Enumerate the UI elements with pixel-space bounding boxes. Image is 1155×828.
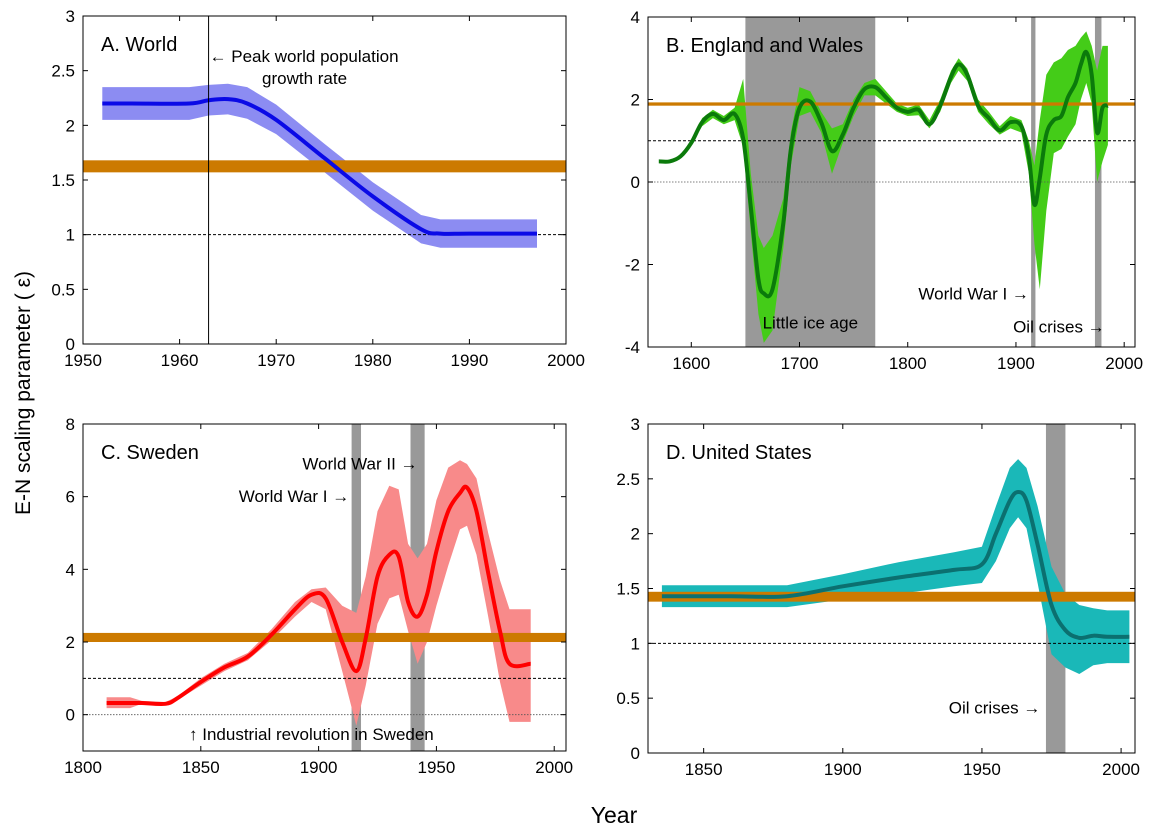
panel-c-annotation-2: ↑ Industrial revolution in Sweden	[189, 725, 434, 744]
panel-c-ytick-label-4: 8	[66, 415, 75, 434]
figure-ylabel: E-N scaling parameter ( ε)	[12, 271, 35, 515]
panel-b-annotation-1: Little ice age	[763, 313, 858, 332]
panel-c-xtick-label-3: 1950	[418, 758, 456, 777]
panel-a-series-line	[102, 96, 537, 236]
panel-b-xtick-label-3: 1900	[997, 354, 1035, 373]
panel-a-xtick-label-2: 1970	[257, 351, 295, 370]
panel-b-annotation-0: World War I →	[918, 285, 1029, 304]
panel-b-xtick-label-0: 1600	[672, 354, 710, 373]
panel-c-ytick-label-0: 0	[66, 706, 75, 725]
panel-a-xtick-label-0: 1950	[64, 351, 102, 370]
panel-c-series-line	[106, 484, 531, 707]
panel-a-reference-band	[83, 160, 566, 173]
panel-c-xtick-label-1: 1850	[182, 758, 220, 777]
panel-c-xtick-label-2: 1900	[300, 758, 338, 777]
panel-d-xtick-label-2: 1950	[963, 760, 1001, 779]
panel-a-xtick-label-5: 2000	[547, 351, 585, 370]
panel-a-ytick-label-6: 3	[66, 7, 75, 26]
panel-d-ytick-label-6: 3	[631, 415, 640, 434]
panel-b-title: B. England and Wales	[666, 35, 863, 57]
panel-a-annotation-0: ← Peak world population	[210, 47, 399, 66]
panel-c-annotation-1: World War I →	[239, 487, 350, 506]
panel-c-ytick-label-3: 6	[66, 488, 75, 507]
panel-d-title: D. United States	[666, 442, 812, 464]
figure-xlabel: Year	[591, 802, 638, 828]
panel-d-xtick-label-3: 2000	[1102, 760, 1140, 779]
panel-c-xtick-label-0: 1800	[64, 758, 102, 777]
panel-a-title: A. World	[101, 34, 177, 56]
panel-d-plot-area	[648, 424, 1135, 753]
panel-d: 1850 1900 1950 2000 0 0.5 1 1.5 2 2.5 3 D. United S…	[616, 415, 1140, 779]
panel-a-ytick-label-2: 1	[66, 226, 75, 245]
panel-a-ytick-label-4: 2	[66, 116, 75, 135]
panel-a-ytick-label-5: 2.5	[51, 62, 75, 81]
panel-b-annotation-2: Oil crises →	[1013, 318, 1105, 337]
panel-a-xtick-label-4: 1990	[450, 351, 488, 370]
panel-d-ytick-label-3: 1.5	[616, 580, 640, 599]
panel-d-annotation-0: Oil crises →	[949, 699, 1041, 718]
panel-c-shaded-period-0	[351, 424, 362, 751]
panel-b-series-line	[658, 49, 1109, 299]
panel-c-title: C. Sweden	[101, 442, 199, 464]
panel-c-xtick-label-4: 2000	[535, 758, 573, 777]
panel-b-xtick-label-1: 1700	[781, 354, 819, 373]
panel-c: 1800 1850 1900 1950 2000 0 2 4 6 8 C. Sweden World …	[64, 415, 573, 777]
panel-d-reference-band	[648, 591, 1135, 602]
panel-c-reference-band	[83, 632, 566, 642]
panel-c-ytick-label-2: 4	[66, 560, 75, 579]
panel-d-ytick-label-5: 2.5	[616, 470, 640, 489]
panel-d-confidence-band	[661, 459, 1130, 674]
panel-d-ytick-label-1: 0.5	[616, 689, 640, 708]
panel-d-ytick-label-4: 2	[631, 525, 640, 544]
panel-c-annotation-0: World War II →	[302, 454, 417, 473]
panel-c-ytick-label-1: 2	[66, 633, 75, 652]
panel-c-axes-frame	[82, 423, 567, 752]
panel-d-ytick-label-2: 1	[631, 634, 640, 653]
panel-b-plot-area	[648, 17, 1135, 347]
panel-b-confidence-band	[658, 31, 1108, 343]
panel-a-xtick-label-3: 1980	[354, 351, 392, 370]
panel-d-xtick-label-1: 1900	[824, 760, 862, 779]
panel-d-series-line	[661, 490, 1130, 641]
panel-a-ytick-label-1: 0.5	[51, 280, 75, 299]
panel-a-ytick-label-3: 1.5	[51, 171, 75, 190]
panel-a-ytick-label-0: 0	[66, 335, 75, 354]
panel-b-ytick-label-0: -4	[625, 338, 640, 357]
panel-b-xtick-label-2: 1800	[889, 354, 927, 373]
panel-b: 1600 1700 1800 1900 2000 -4 -2 0 2 4 B. England an…	[625, 8, 1143, 373]
panel-d-ytick-label-0: 0	[631, 744, 640, 763]
panel-b-ytick-label-4: 4	[631, 8, 640, 27]
panel-b-ytick-label-3: 2	[631, 91, 640, 110]
panel-a-annotation-0-line-1: growth rate	[262, 69, 347, 88]
panel-b-ytick-label-2: 0	[631, 173, 640, 192]
panel-d-xtick-label-0: 1850	[685, 760, 723, 779]
panel-b-xtick-label-4: 2000	[1105, 354, 1143, 373]
panel-a-plot-area	[83, 16, 566, 344]
panel-a: 1950 1960 1970 1980 1990 2000 0 0.5 1 1.5 2 2.5 3 A. …	[51, 7, 585, 370]
panel-c-plot-area	[83, 424, 566, 751]
panel-b-ytick-label-1: -2	[625, 256, 640, 275]
panel-a-xtick-label-1: 1960	[161, 351, 199, 370]
